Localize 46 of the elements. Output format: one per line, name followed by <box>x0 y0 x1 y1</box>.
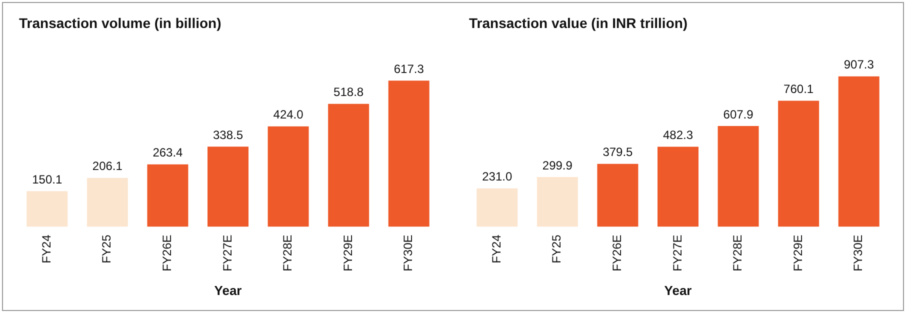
x-tick-label: FY24 <box>489 234 504 264</box>
x-tick-label: FY25 <box>100 234 114 264</box>
bar <box>208 146 248 227</box>
bar <box>328 104 370 227</box>
data-label: 231.0 <box>482 170 512 184</box>
x-tick-label: FY26E <box>160 234 174 272</box>
x-tick-label: FY26E <box>610 234 624 272</box>
x-axis-title: Year <box>664 282 692 298</box>
x-tick-label: FY27E <box>220 234 234 272</box>
data-label: 907.3 <box>844 58 874 72</box>
bar <box>476 188 518 227</box>
x-tick-label: FY29E <box>340 234 355 272</box>
bar <box>26 191 68 227</box>
data-label: 607.9 <box>723 107 754 122</box>
data-label: 617.3 <box>394 62 424 76</box>
bar <box>268 126 309 227</box>
bar <box>147 164 188 227</box>
data-label: 379.5 <box>602 145 634 160</box>
x-tick-label: FY28E <box>730 234 745 272</box>
chart-title: Transaction volume (in billion) <box>19 15 222 31</box>
data-label: 760.1 <box>784 82 814 96</box>
data-label: 299.9 <box>542 158 573 172</box>
bar <box>86 178 128 227</box>
x-tick-label: FY25 <box>550 234 564 264</box>
bar <box>536 177 578 227</box>
chart-title: Transaction value (in INR trillion) <box>469 15 688 31</box>
x-tick-label: FY29E <box>790 234 805 272</box>
bar <box>838 76 880 227</box>
data-label: 424.0 <box>273 108 304 122</box>
data-label: 263.4 <box>152 146 184 160</box>
x-tick-label: FY24 <box>39 234 54 264</box>
bar <box>718 126 759 227</box>
x-tick-label: FY28E <box>280 234 295 272</box>
bar <box>597 164 638 227</box>
data-label: 150.1 <box>32 172 62 186</box>
bar <box>778 100 820 227</box>
data-label: 482.3 <box>662 128 694 142</box>
x-tick-label: FY30E <box>851 234 866 272</box>
x-tick-label: FY27E <box>670 234 684 272</box>
data-label: 206.1 <box>92 159 123 174</box>
data-label: 518.8 <box>334 85 364 100</box>
x-axis-title: Year <box>214 282 242 298</box>
x-tick-label: FY30E <box>401 234 416 272</box>
bar <box>658 146 698 227</box>
bar <box>388 80 430 227</box>
data-label: 338.5 <box>212 128 244 142</box>
